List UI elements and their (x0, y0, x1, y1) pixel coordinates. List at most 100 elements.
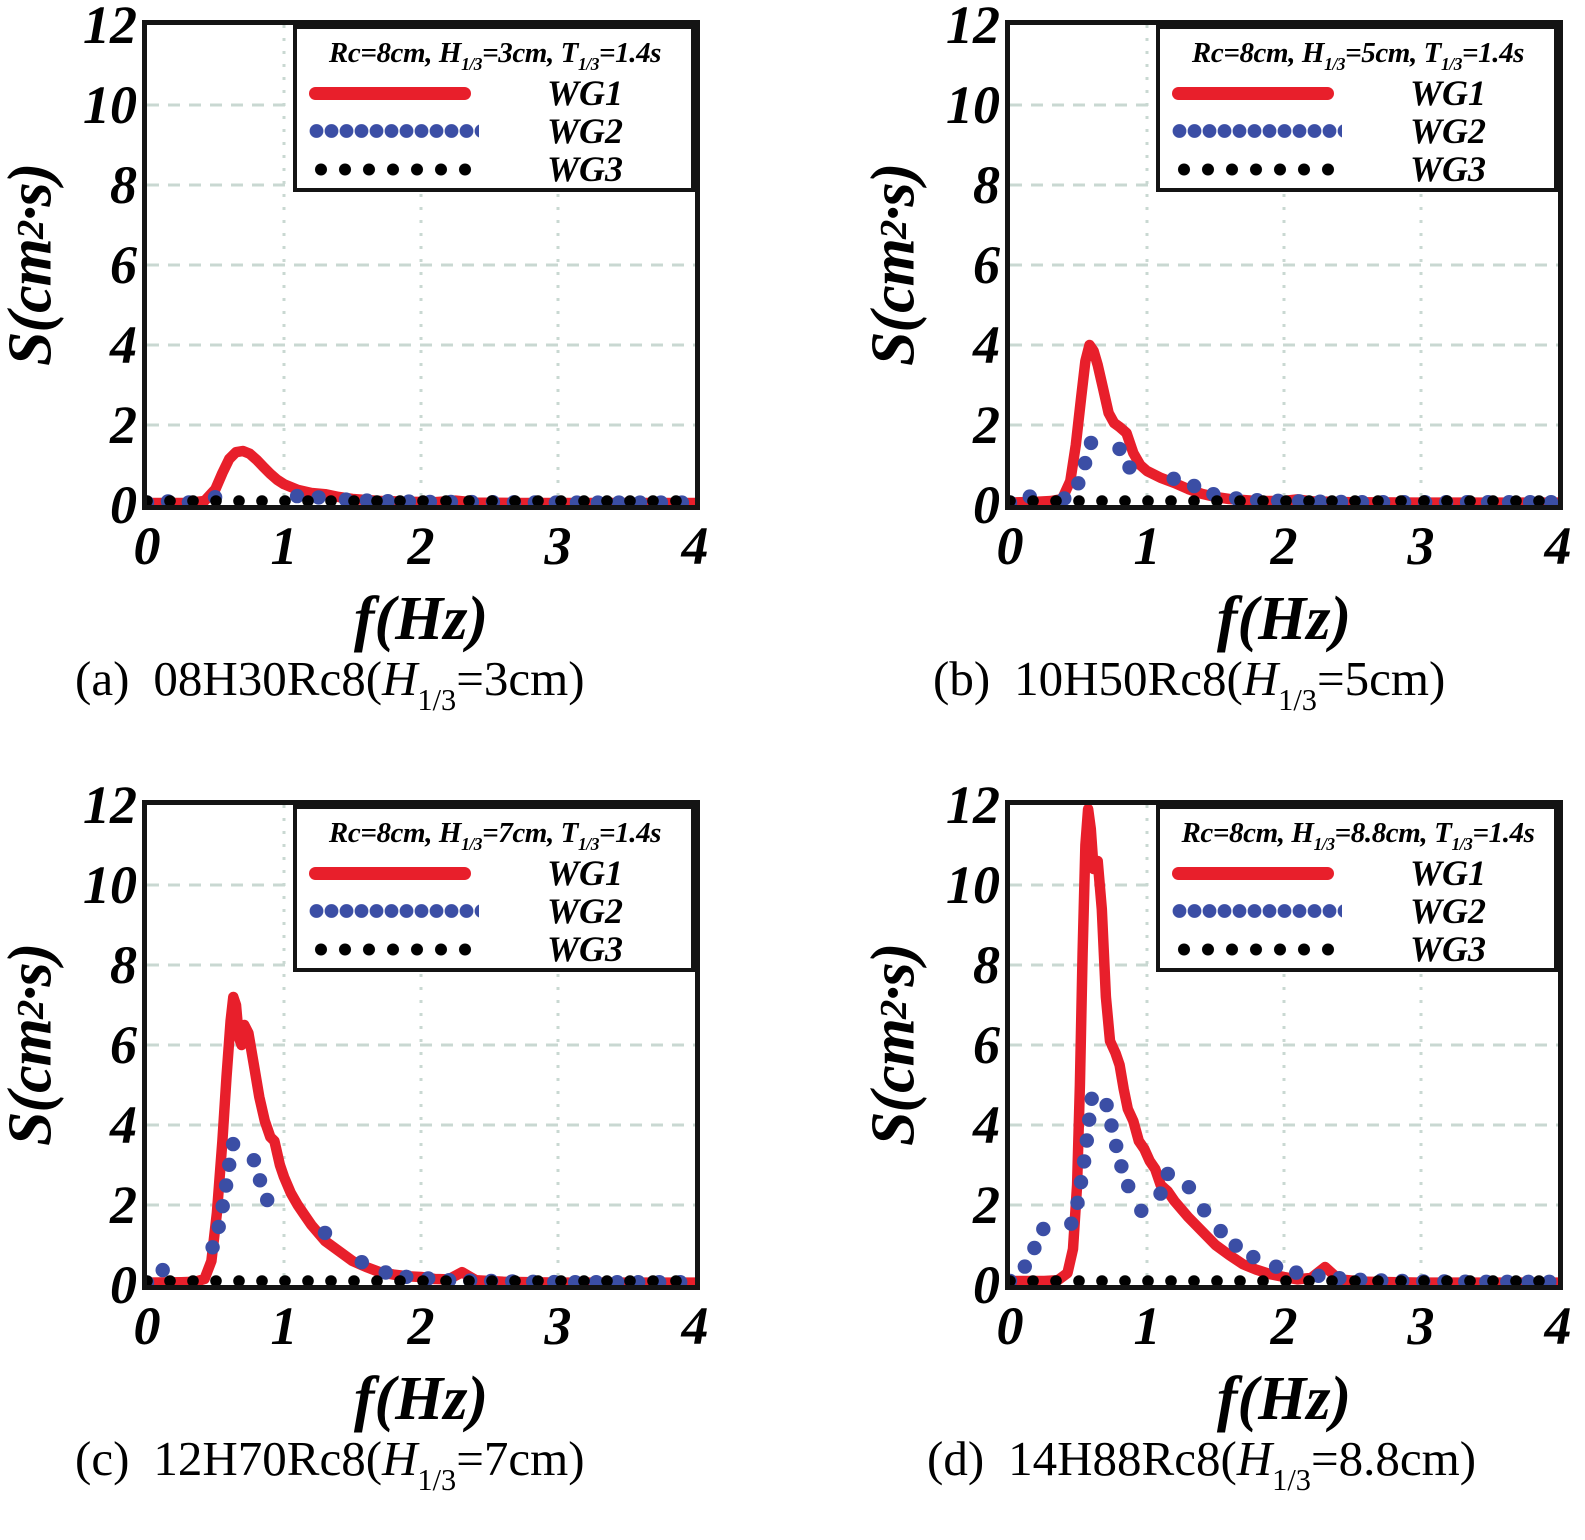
legend-row-wg2: WG2 (303, 111, 687, 151)
wg2-dot (211, 1219, 226, 1235)
wg3-dot (1073, 1275, 1085, 1285)
x-axis-ticks: 0 1 2 3 4 (134, 516, 710, 582)
legend-row-wg3: WG3 (303, 929, 687, 969)
wg1-line-icon (1172, 86, 1334, 100)
wg2-dot (1196, 1203, 1212, 1218)
wg2-label: WG2 (546, 891, 623, 931)
wg2-dot (1077, 455, 1093, 471)
wg3-dot (348, 495, 360, 505)
wg3-dot (509, 1275, 521, 1285)
wg3-dot (578, 495, 590, 505)
x-tick-label: 2 (1270, 516, 1298, 576)
y-tick-label: 12 (946, 0, 1000, 55)
wg2-dot (1153, 1186, 1168, 1201)
wg1-label: WG1 (546, 853, 623, 893)
y-axis-ticks: 0 2 4 6 8 10 12 (883, 777, 1000, 1313)
wg3-swatch (1166, 162, 1346, 176)
wg3-dot (1096, 1275, 1108, 1285)
wg1-label: WG1 (546, 73, 623, 113)
wg3-dot (1487, 1275, 1499, 1285)
wg3-dot (1165, 1275, 1177, 1285)
panel-a: S(cm 2 ·s) 0 2 4 6 8 10 12 Rc=8cm, H1/3=3cm, T1/… (0, 0, 715, 760)
y-tick-label: 8 (110, 935, 137, 995)
wg3-dot (417, 1275, 429, 1285)
wg2-label: WG2 (546, 111, 623, 151)
wg3-dot (1188, 1275, 1200, 1285)
wg3-dot (1211, 1275, 1223, 1285)
x-tick-label: 4 (681, 1296, 709, 1356)
legend-row-wg3: WG3 (303, 149, 687, 189)
wg3-dot (670, 495, 682, 505)
x-tick-label: 3 (1407, 1296, 1435, 1356)
wg3-dot (1027, 1275, 1039, 1285)
wg3-dot (233, 495, 245, 505)
wg3-dot (1418, 1275, 1430, 1285)
wg3-dot (417, 495, 429, 505)
wg3-dot (279, 495, 291, 505)
y-tick-label: 8 (973, 935, 1000, 995)
wg2-dot (252, 1173, 268, 1188)
x-tick-label: 4 (681, 516, 709, 576)
wg2-dot (1070, 1195, 1085, 1210)
wg2-dot (1064, 1216, 1079, 1231)
wg3-dot (1073, 495, 1085, 505)
wg3-dots-icon (309, 942, 481, 956)
wg3-dot (279, 1275, 291, 1285)
wg2-dot (380, 494, 396, 505)
wg3-dot (532, 495, 544, 505)
panel-b: S(cm 2 ·s) 0 2 4 6 8 10 12 Rc=8cm, H1/3=5cm, T1/… (860, 0, 1578, 760)
x-tick-label: 1 (1133, 516, 1161, 576)
wg3-dot (1142, 495, 1154, 505)
x-tick-label: 0 (996, 516, 1024, 576)
caption-d: (d) 14H88Rc8(H1/3=8.8cm) (927, 1431, 1477, 1498)
y-tick-label: 4 (110, 1095, 137, 1155)
wg3-dot (1326, 1275, 1338, 1285)
wg2-series (147, 1136, 688, 1285)
x-axis-ticks: 0 1 2 3 4 (997, 516, 1573, 582)
wg2-dot (218, 1178, 234, 1193)
wg1-swatch (303, 866, 483, 880)
wg3-dot (1441, 1275, 1453, 1285)
legend-row-wg3: WG3 (1166, 929, 1550, 969)
legend-row-wg1: WG1 (303, 853, 687, 893)
wg1-line-icon (1172, 866, 1334, 880)
legend: Rc=8cm, H1/3=7cm, T1/3=1.4s WG1 WG2 WG3 (293, 805, 695, 972)
wg1-line-icon (309, 866, 471, 880)
wg3-dot (1257, 1275, 1269, 1285)
x-tick-label: 4 (1544, 516, 1572, 576)
wg3-dot (1533, 1275, 1545, 1285)
wg3-dot (486, 1275, 498, 1285)
legend: Rc=8cm, H1/3=3cm, T1/3=1.4s WG1 WG2 WG3 (293, 25, 695, 192)
x-axis-label: f(Hz) (1216, 585, 1352, 653)
wg1-label: WG1 (1409, 853, 1486, 893)
wg2-dot (1082, 1112, 1097, 1127)
y-tick-label: 12 (83, 775, 137, 835)
x-tick-label: 3 (1407, 516, 1435, 576)
wg3-dot (325, 495, 337, 505)
wg2-dot (317, 1225, 333, 1241)
wg3-dot (1326, 495, 1338, 505)
legend-row-wg1: WG1 (1166, 853, 1550, 893)
wg3-swatch (1166, 942, 1346, 956)
wg2-label: WG2 (1409, 891, 1486, 931)
wg3-dot (1464, 1275, 1476, 1285)
wg3-dot (463, 1275, 475, 1285)
wg3-dot (624, 495, 636, 505)
wg3-label: WG3 (546, 929, 623, 969)
wg2-dots-icon (1172, 903, 1342, 919)
wg3-dots-icon (1172, 942, 1344, 956)
panel-c: S(cm 2 ·s) 0 2 4 6 8 10 12 Rc=8cm, H1/3=7cm, T1/… (0, 775, 715, 1540)
wg3-dot (555, 495, 567, 505)
plot-area: Rc=8cm, H1/3=8.8cm, T1/3=1.4s WG1 WG2 WG… (1005, 800, 1563, 1290)
wg3-dot (440, 495, 452, 505)
wg2-dot (1036, 1221, 1051, 1237)
wg2-dot (311, 490, 326, 505)
wg2-swatch (303, 903, 483, 919)
wg3-dot (1395, 1275, 1407, 1285)
wg2-dot (1291, 494, 1307, 505)
y-tick-label: 12 (83, 0, 137, 55)
wg3-dot (1487, 495, 1499, 505)
x-tick-label: 2 (407, 516, 435, 576)
wg1-curve (147, 991, 695, 1285)
wg3-dot (210, 1275, 222, 1285)
